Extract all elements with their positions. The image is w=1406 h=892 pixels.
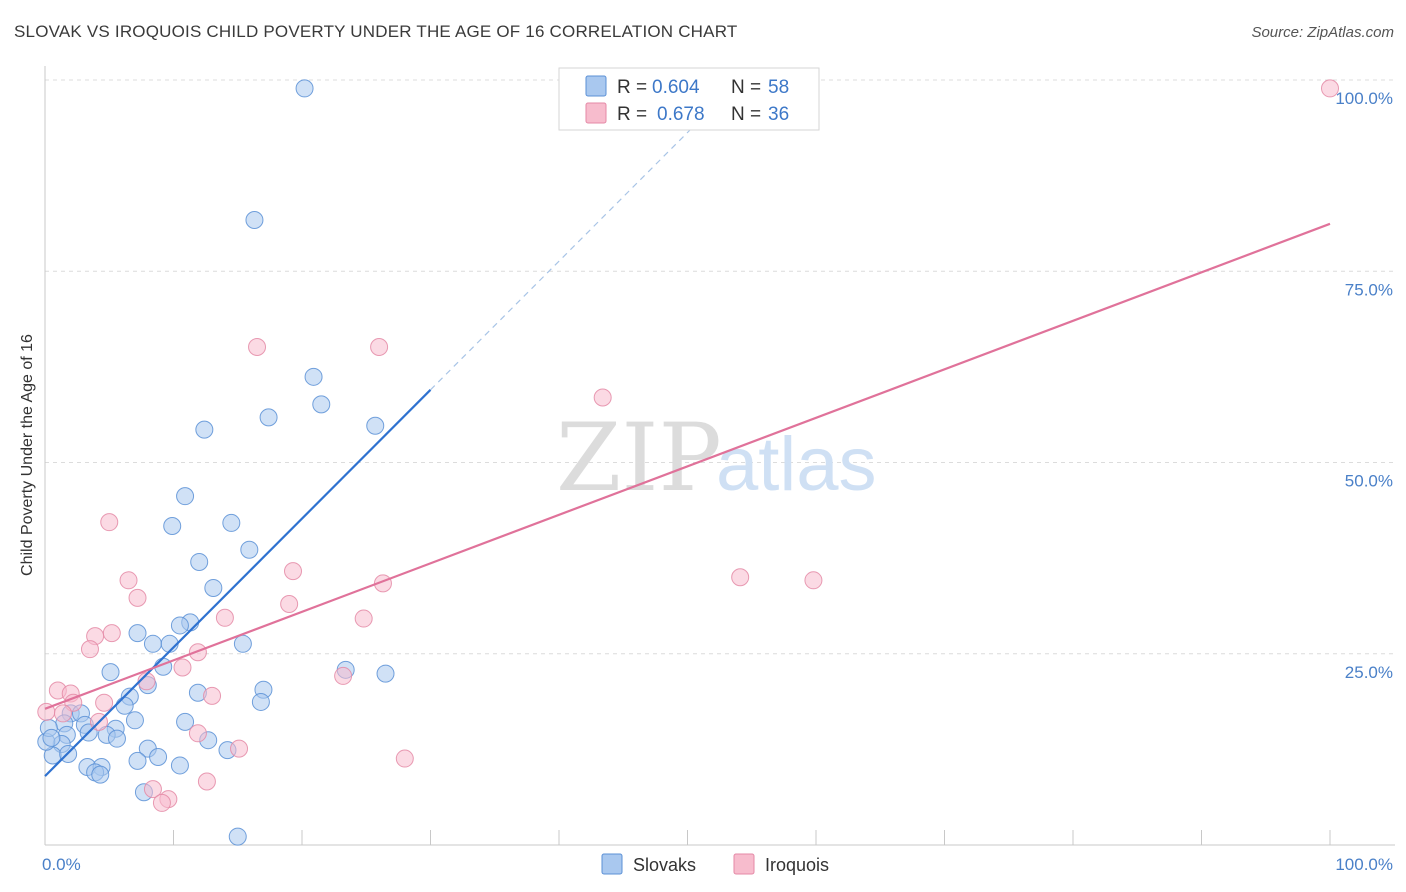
point-iroquois — [215, 608, 234, 627]
point-slovaks — [233, 634, 252, 653]
point-slovaks — [42, 728, 61, 747]
point-iroquois — [128, 588, 147, 607]
trendline-slovaks — [44, 389, 432, 777]
point-iroquois — [143, 780, 162, 799]
point-iroquois — [197, 772, 216, 791]
legend-n-value-iroquois: 36 — [768, 104, 789, 125]
point-slovaks — [245, 210, 264, 229]
point-iroquois — [248, 337, 267, 356]
legend-swatch-slovaks — [585, 75, 607, 97]
point-slovaks — [91, 765, 110, 784]
x-tick-labels: 0.0% 100.0% — [42, 855, 1393, 874]
point-iroquois — [80, 640, 99, 659]
point-slovaks — [295, 79, 314, 98]
watermark-zip: ZIP — [556, 404, 722, 513]
data-points — [37, 79, 1339, 846]
point-slovaks — [149, 748, 168, 767]
legend-n-label-slovaks: N = — [731, 77, 761, 98]
series-legend-swatch-iroquois — [733, 853, 755, 875]
trend-lines — [44, 106, 1331, 777]
point-iroquois — [280, 595, 299, 614]
point-iroquois — [137, 672, 156, 691]
watermark: ZIP atlas — [556, 404, 877, 513]
point-slovaks — [107, 729, 126, 748]
legend-r-value-iroquois: 0.678 — [657, 104, 705, 125]
point-slovaks — [176, 712, 195, 731]
point-iroquois — [731, 568, 750, 587]
point-slovaks — [312, 395, 331, 414]
y-tick-label: 100.0% — [1335, 89, 1393, 108]
point-slovaks — [190, 552, 209, 571]
point-slovaks — [128, 751, 147, 770]
point-iroquois — [95, 693, 114, 712]
legend-n-value-slovaks: 58 — [768, 77, 789, 98]
x-tick-label: 100.0% — [1335, 855, 1393, 874]
point-iroquois — [354, 609, 373, 628]
y-tick-label: 25.0% — [1345, 663, 1393, 682]
y-tick-label: 75.0% — [1345, 280, 1393, 299]
point-slovaks — [376, 664, 395, 683]
point-iroquois — [53, 704, 72, 723]
point-slovaks — [222, 513, 241, 532]
point-slovaks — [163, 516, 182, 535]
legend-r-label-slovaks: R = — [617, 77, 647, 98]
point-slovaks — [195, 420, 214, 439]
point-slovaks — [176, 487, 195, 506]
point-iroquois — [119, 571, 138, 590]
trendline-slovaks-extension — [430, 106, 714, 391]
point-slovaks — [240, 540, 259, 559]
point-slovaks — [128, 624, 147, 643]
point-slovaks — [251, 692, 270, 711]
source-credit: Source: ZipAtlas.com — [1251, 24, 1394, 41]
point-slovaks — [204, 578, 223, 597]
legend-swatch-iroquois — [585, 102, 607, 124]
point-iroquois — [203, 686, 222, 705]
point-iroquois — [1321, 79, 1339, 98]
point-iroquois — [370, 337, 389, 356]
point-iroquois — [395, 749, 414, 768]
legend-r-value-slovaks: 0.604 — [652, 77, 700, 98]
series-legend: Slovaks Iroquois — [601, 853, 829, 875]
point-iroquois — [188, 724, 207, 743]
legend-n-label-iroquois: N = — [731, 104, 761, 125]
correlation-legend: R = 0.604 N = 58 R = 0.678 N = 36 — [558, 67, 820, 131]
y-tick-labels: 25.0% 50.0% 75.0% 100.0% — [1335, 89, 1393, 682]
point-slovaks — [115, 696, 134, 715]
trendline-iroquois — [44, 222, 1331, 710]
point-slovaks — [125, 711, 144, 730]
point-iroquois — [804, 571, 823, 590]
point-slovaks — [101, 663, 120, 682]
point-iroquois — [102, 624, 121, 643]
point-iroquois — [173, 658, 192, 677]
point-slovaks — [304, 367, 323, 386]
point-slovaks — [170, 756, 189, 775]
point-slovaks — [228, 827, 247, 846]
watermark-atlas: atlas — [716, 422, 877, 507]
series-legend-label-slovaks: Slovaks — [633, 855, 696, 875]
point-slovaks — [259, 408, 278, 427]
point-iroquois — [230, 739, 249, 758]
point-iroquois — [152, 793, 171, 812]
point-slovaks — [143, 634, 162, 653]
point-slovaks — [366, 416, 385, 435]
series-legend-swatch-slovaks — [601, 853, 623, 875]
point-iroquois — [593, 388, 612, 407]
point-slovaks — [170, 616, 189, 635]
point-iroquois — [100, 513, 119, 532]
point-iroquois — [334, 666, 353, 685]
chart-title: SLOVAK VS IROQUOIS CHILD POVERTY UNDER T… — [14, 22, 738, 41]
y-tick-label: 50.0% — [1345, 472, 1393, 491]
series-legend-label-iroquois: Iroquois — [765, 855, 829, 875]
point-iroquois — [284, 562, 303, 581]
grid-lines — [45, 79, 1395, 655]
legend-r-label-iroquois: R = — [617, 104, 647, 125]
x-tick-label: 0.0% — [42, 855, 81, 874]
